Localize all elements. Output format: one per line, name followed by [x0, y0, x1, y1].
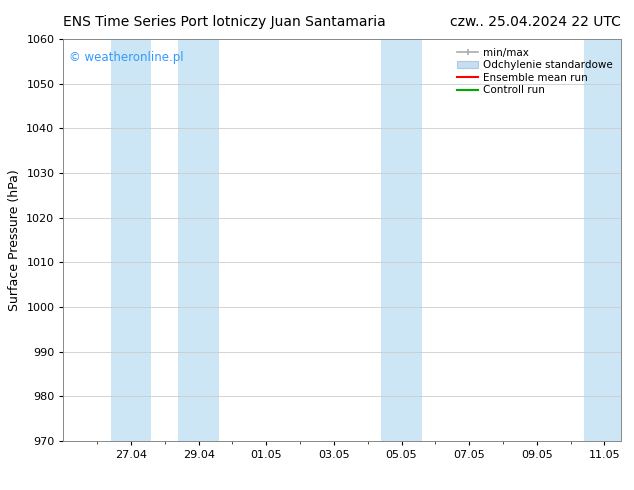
Bar [584, 39, 624, 441]
Text: © weatheronline.pl: © weatheronline.pl [69, 51, 184, 64]
Y-axis label: Surface Pressure (hPa): Surface Pressure (hPa) [8, 169, 21, 311]
Legend: min/max, Odchylenie standardowe, Ensemble mean run, Controll run: min/max, Odchylenie standardowe, Ensembl… [454, 45, 616, 98]
Text: ENS Time Series Port lotniczy Juan Santamaria: ENS Time Series Port lotniczy Juan Santa… [63, 15, 386, 29]
Text: czw.. 25.04.2024 22 UTC: czw.. 25.04.2024 22 UTC [450, 15, 621, 29]
Bar [178, 39, 219, 441]
Bar [381, 39, 422, 441]
Bar [111, 39, 152, 441]
